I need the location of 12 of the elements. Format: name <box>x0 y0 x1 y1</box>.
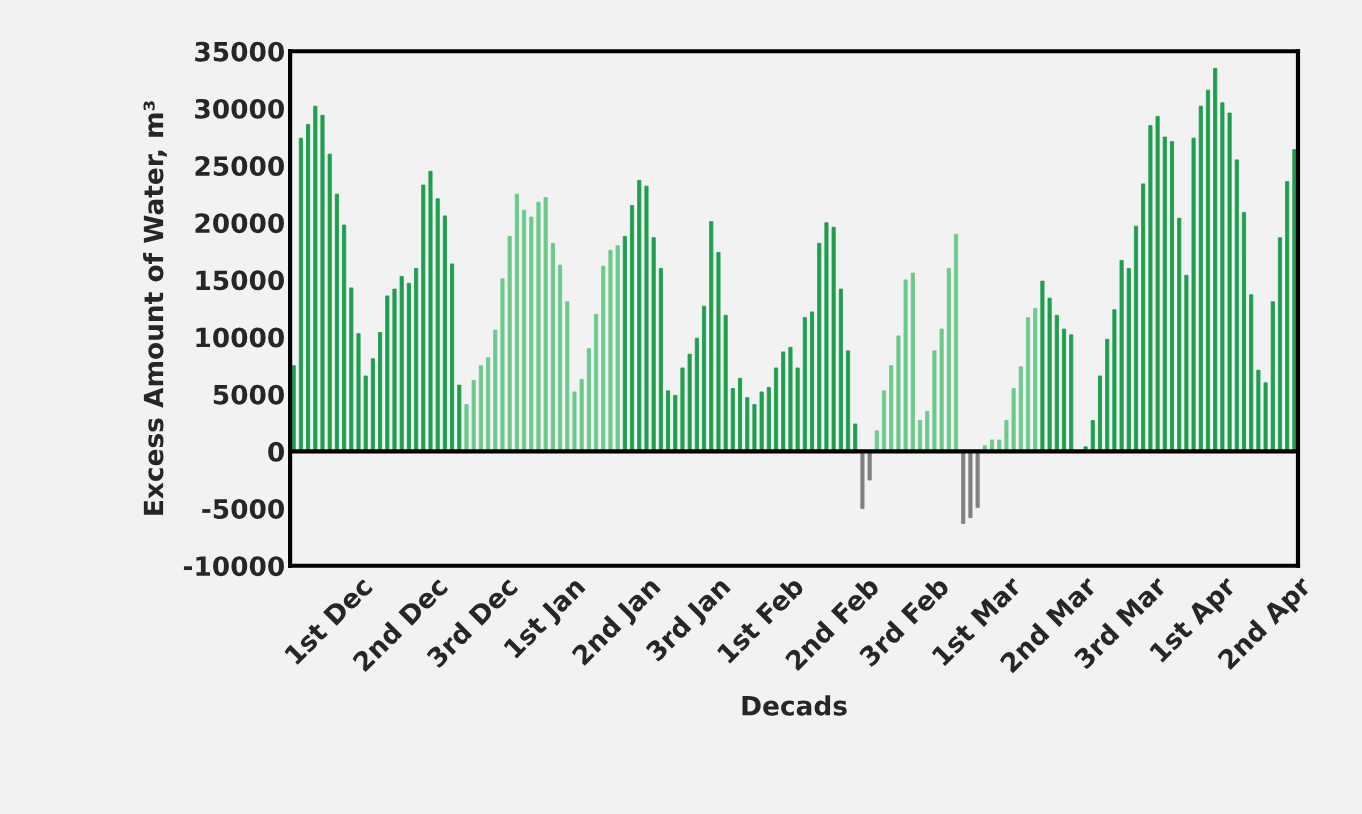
y-tick-label: 15000 <box>196 270 284 291</box>
y-tick-label: -5000 <box>202 499 284 519</box>
x-axis-title: Decads <box>742 695 847 716</box>
y-tick-label: 20000 <box>195 213 284 234</box>
y-tick-label: 35000 <box>195 41 284 62</box>
y-tick-label: 0 <box>268 441 284 462</box>
y-tick-label: 25000 <box>195 156 284 176</box>
y-tick-label: -10000 <box>183 556 284 577</box>
y-tick-label: 10000 <box>196 327 284 348</box>
y-tick-label: 5000 <box>213 384 284 405</box>
y-axis-title: Excess Amount of Water, m³ <box>143 101 167 515</box>
y-tick-label: 30000 <box>195 98 284 119</box>
